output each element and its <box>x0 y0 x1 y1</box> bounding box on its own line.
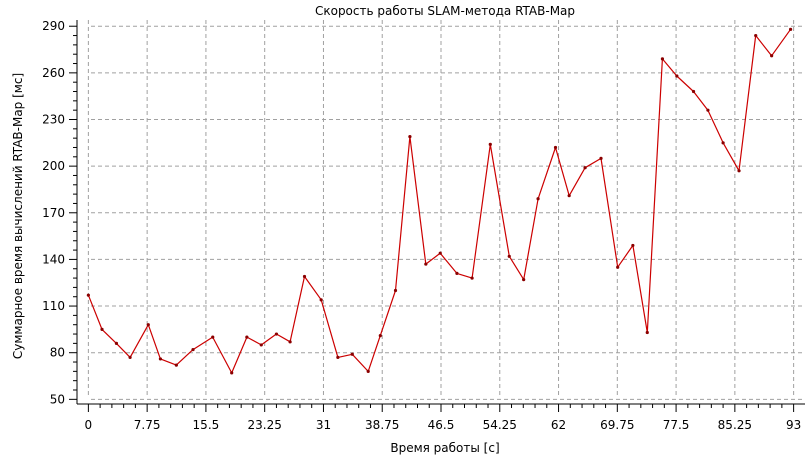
y-tick-label: 290 <box>42 19 65 33</box>
x-tick-label: 54.25 <box>483 418 517 432</box>
data-point <box>378 333 382 338</box>
grid <box>87 20 805 400</box>
x-tick-label: 93 <box>786 418 801 432</box>
series-layer <box>86 27 793 375</box>
data-point <box>114 341 119 345</box>
data-point <box>553 145 558 150</box>
x-tick-label: 7.75 <box>134 418 161 432</box>
x-tick-label: 62 <box>551 418 566 432</box>
data-point <box>488 142 492 146</box>
data-point <box>174 363 178 367</box>
x-tick-label: 77.5 <box>663 418 690 432</box>
x-tick-label: 46.5 <box>428 418 455 432</box>
x-tick-label: 0 <box>85 418 93 432</box>
data-point <box>737 169 741 173</box>
y-tick-label: 50 <box>50 392 65 406</box>
x-tick-label: 38.75 <box>365 418 399 432</box>
data-point <box>721 141 725 145</box>
data-point <box>86 293 90 297</box>
data-point <box>336 355 340 359</box>
axes: 50 80 110 140 170 200 230 260 290 0 7.75 15.5 23.25 3… <box>42 19 805 432</box>
data-point <box>567 194 571 198</box>
data-point <box>470 276 474 280</box>
data-point <box>424 262 428 266</box>
data-point <box>259 343 263 347</box>
x-axis-label: Время работы [с] <box>390 441 499 455</box>
data-point <box>245 335 249 339</box>
data-point <box>350 352 354 356</box>
data-point <box>536 197 540 201</box>
data-point <box>522 278 526 282</box>
data-point <box>408 134 412 139</box>
data-point <box>645 330 649 335</box>
chart-title: Скорость работы SLAM-метода RTAB-Map <box>315 4 575 18</box>
data-point <box>691 89 696 94</box>
x-tick-label: 69.75 <box>600 418 634 432</box>
data-point <box>706 108 710 112</box>
data-point <box>302 274 307 279</box>
data-point <box>146 323 150 327</box>
y-axis-label: Суммарное время вычислений RTAB-Map [мс] <box>11 73 25 359</box>
data-point <box>770 54 774 58</box>
data-point <box>507 254 511 258</box>
data-point <box>675 74 679 78</box>
y-tick-label: 200 <box>42 159 65 173</box>
data-point <box>393 288 398 293</box>
x-tick-label: 85.25 <box>718 418 752 432</box>
data-point <box>288 340 292 344</box>
data-point <box>455 271 459 276</box>
y-tick-label: 260 <box>42 66 65 80</box>
data-point <box>438 251 442 255</box>
data-point <box>191 347 195 352</box>
data-point <box>158 357 163 361</box>
x-tick-label: 31 <box>316 418 331 432</box>
y-tick-label: 110 <box>42 299 65 313</box>
y-tick-label: 140 <box>42 252 65 266</box>
data-point <box>366 369 370 373</box>
data-point <box>754 33 758 38</box>
x-tick-label: 15.5 <box>193 418 220 432</box>
data-point <box>583 166 587 170</box>
data-point <box>599 156 603 160</box>
data-point <box>211 335 215 339</box>
data-point <box>631 243 635 248</box>
data-point <box>788 27 793 31</box>
y-tick-label: 80 <box>50 346 65 360</box>
data-point <box>319 298 323 302</box>
data-point <box>100 327 104 331</box>
x-tick-label: 23.25 <box>248 418 282 432</box>
y-tick-label: 230 <box>42 112 65 126</box>
data-point <box>616 265 620 269</box>
data-point <box>128 355 132 359</box>
y-tick-label: 170 <box>42 206 65 220</box>
data-point <box>230 371 234 375</box>
data-point <box>660 57 665 61</box>
data-point <box>274 332 279 336</box>
series-line <box>87 28 792 374</box>
